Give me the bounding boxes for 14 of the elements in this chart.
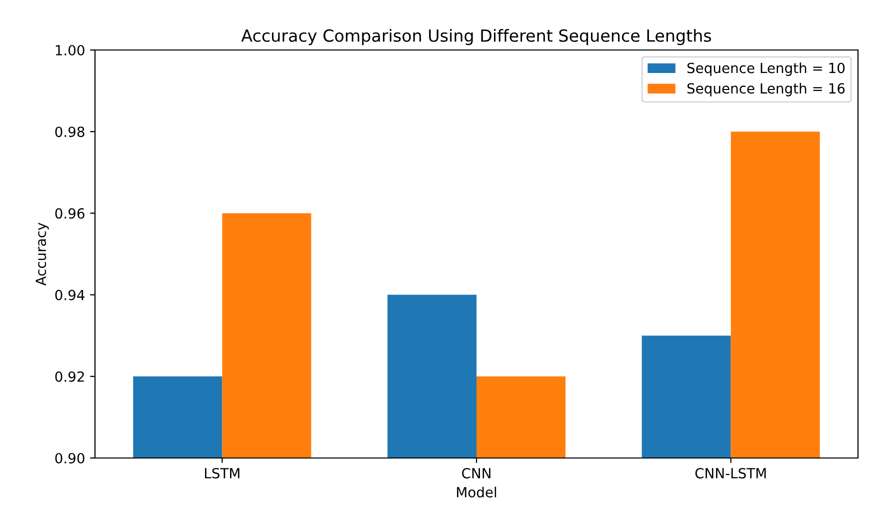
legend-label: Sequence Length = 10 bbox=[687, 62, 845, 76]
chart-title: Accuracy Comparison Using Different Sequence Lengths bbox=[241, 29, 712, 46]
y-tick-label: 0.92 bbox=[55, 371, 84, 382]
y-axis-title: Accuracy bbox=[36, 222, 49, 286]
legend-label: Sequence Length = 16 bbox=[687, 82, 845, 96]
y-tick-label: 0.94 bbox=[55, 290, 84, 300]
x-axis-title: Model bbox=[457, 486, 496, 498]
y-tick-label: 0.96 bbox=[55, 208, 84, 219]
x-tick-label: CNN-LSTM bbox=[695, 468, 766, 478]
x-tick-label: LSTM bbox=[205, 468, 240, 478]
y-tick-label: 1.00 bbox=[56, 44, 84, 56]
y-tick-label: 0.98 bbox=[55, 126, 84, 138]
y-tick-label: 0.90 bbox=[55, 452, 84, 464]
x-tick-label: CNN bbox=[462, 468, 490, 478]
